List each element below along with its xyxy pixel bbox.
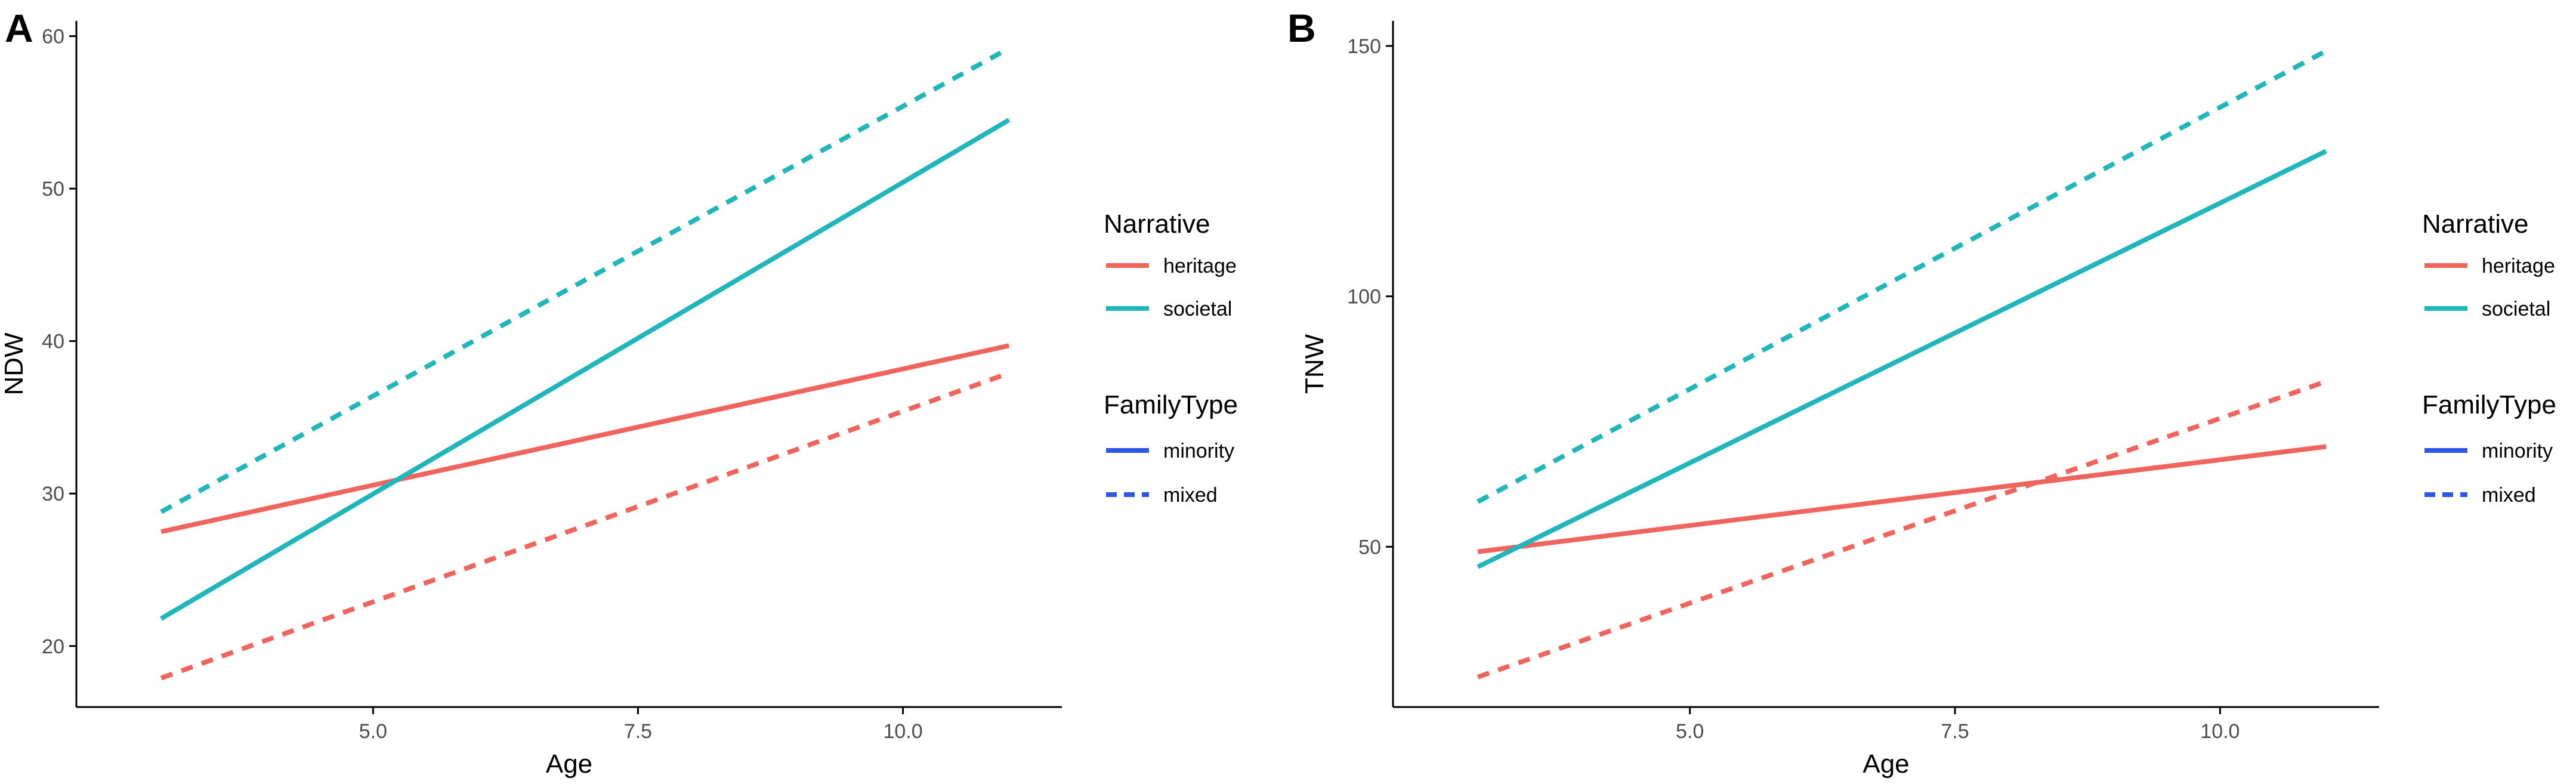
x-tick-label: 10.0: [883, 720, 922, 743]
legend-title-familytype: FamilyType: [2422, 390, 2556, 419]
x-tick-label: 5.0: [359, 720, 387, 743]
legend-label-societal: societal: [1163, 298, 1232, 320]
x-axis-title: Age: [1862, 749, 1909, 779]
legend: Narrative heritage societal FamilyType minor…: [1104, 209, 1238, 507]
x-tick-label: 7.5: [624, 720, 652, 743]
y-tick-label: 40: [42, 331, 64, 353]
x-tick-label: 5.0: [1676, 720, 1704, 743]
y-tick-label: 20: [42, 635, 64, 658]
legend: Narrative heritage societal FamilyType minor…: [2422, 209, 2556, 507]
legend-label-minority: minority: [1163, 440, 1234, 462]
y-tick-label: 50: [1358, 536, 1381, 558]
legend-label-minority: minority: [2482, 440, 2553, 462]
y-tick-label: 30: [42, 483, 64, 505]
legend-label-heritage: heritage: [1163, 255, 1237, 277]
series-line-heritage-mixed: [160, 371, 1010, 681]
legend-title-narrative: Narrative: [2422, 209, 2529, 239]
series-line-societal-mixed: [1477, 48, 2328, 504]
y-axis-title: NDW: [0, 332, 29, 396]
series-line-societal-minority: [160, 118, 1011, 621]
legend-label-heritage: heritage: [2482, 255, 2555, 277]
legend-label-mixed: mixed: [1163, 484, 1218, 507]
panel-b: B 50 100 150 5.0 7.5 10.0 Age TNW Narrative herita…: [1287, 6, 2556, 779]
x-axis-title: Age: [546, 749, 592, 779]
y-tick-label: 100: [1347, 286, 1381, 308]
series-line-heritage-minority: [160, 343, 1010, 535]
x-tick-label: 7.5: [1941, 720, 1969, 743]
series-line-societal-minority: [1477, 149, 2327, 569]
series-line-heritage-minority: [1477, 444, 2327, 554]
legend-title-familytype: FamilyType: [1104, 390, 1238, 419]
y-tick-label: 150: [1347, 35, 1381, 58]
legend-label-mixed: mixed: [2482, 484, 2536, 507]
y-tick-label: 60: [42, 26, 64, 48]
series-line-societal-mixed: [160, 46, 1011, 514]
y-tick-label: 50: [42, 178, 64, 200]
panel-label: B: [1287, 6, 1316, 50]
panel-a: A 20 30 40 50 60 5.0 7.5 10.0 Age NDW Narrative heri…: [0, 6, 1238, 779]
y-axis-title: TNW: [1300, 334, 1329, 394]
x-tick-label: 10.0: [2200, 720, 2240, 743]
panel-label: A: [5, 6, 33, 50]
legend-title-narrative: Narrative: [1104, 209, 1210, 239]
legend-label-societal: societal: [2482, 298, 2550, 320]
series-line-heritage-mixed: [1477, 379, 2327, 680]
